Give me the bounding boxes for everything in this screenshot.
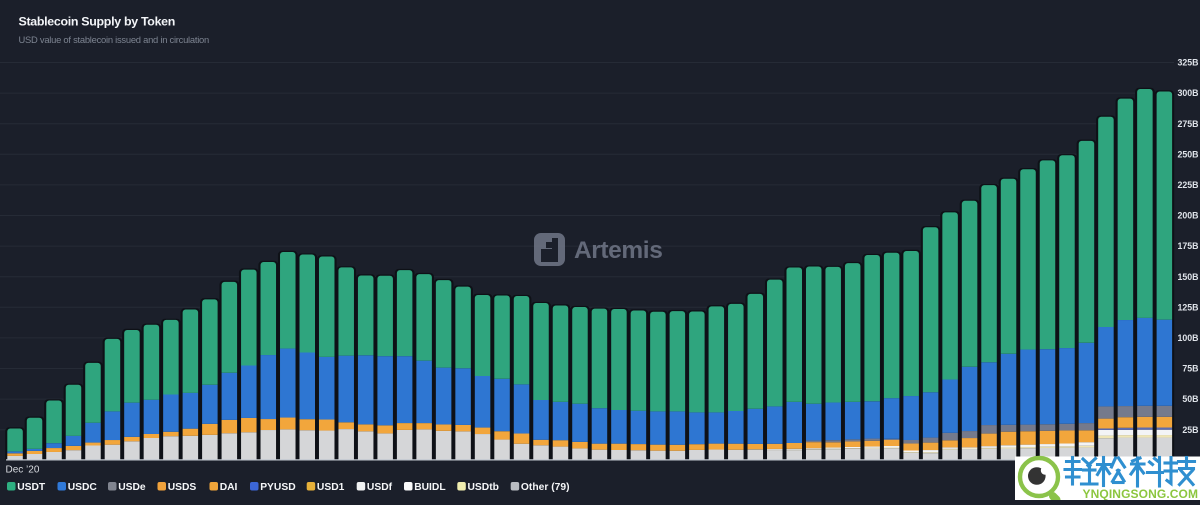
svg-text:PYUSD: PYUSD [260,482,295,493]
svg-text:Artemis: Artemis [574,237,662,264]
svg-text:DAI: DAI [220,482,238,493]
svg-text:25B: 25B [1182,425,1198,435]
svg-text:100B: 100B [1177,333,1198,343]
svg-text:Stablecoin Supply by Token: Stablecoin Supply by Token [19,15,176,29]
svg-text:BUIDL: BUIDL [414,482,445,493]
svg-text:USD value of stablecoin issued: USD value of stablecoin issued and in ci… [19,34,210,45]
svg-text:USDC: USDC [68,482,98,493]
svg-text:225B: 225B [1177,180,1198,190]
svg-text:USDT: USDT [17,482,46,493]
svg-text:325B: 325B [1177,58,1198,68]
svg-text:300B: 300B [1177,88,1198,98]
svg-text:USDe: USDe [118,482,146,493]
svg-text:USD1: USD1 [317,482,345,493]
svg-text:275B: 275B [1177,119,1198,129]
svg-text:USDtb: USDtb [468,482,499,493]
svg-text:175B: 175B [1177,241,1198,251]
svg-text:150B: 150B [1177,272,1198,282]
svg-text:125B: 125B [1177,302,1198,312]
svg-text:75B: 75B [1182,364,1198,374]
svg-text:Dec ’20: Dec ’20 [6,465,40,476]
svg-text:YNQINGSONG.COM: YNQINGSONG.COM [1083,487,1199,500]
svg-text:USDS: USDS [168,482,197,493]
svg-text:200B: 200B [1177,211,1198,221]
svg-text:250B: 250B [1177,149,1198,159]
svg-text:50B: 50B [1182,394,1198,404]
svg-text:USDf: USDf [367,482,393,493]
svg-text:Other (79): Other (79) [521,482,570,493]
